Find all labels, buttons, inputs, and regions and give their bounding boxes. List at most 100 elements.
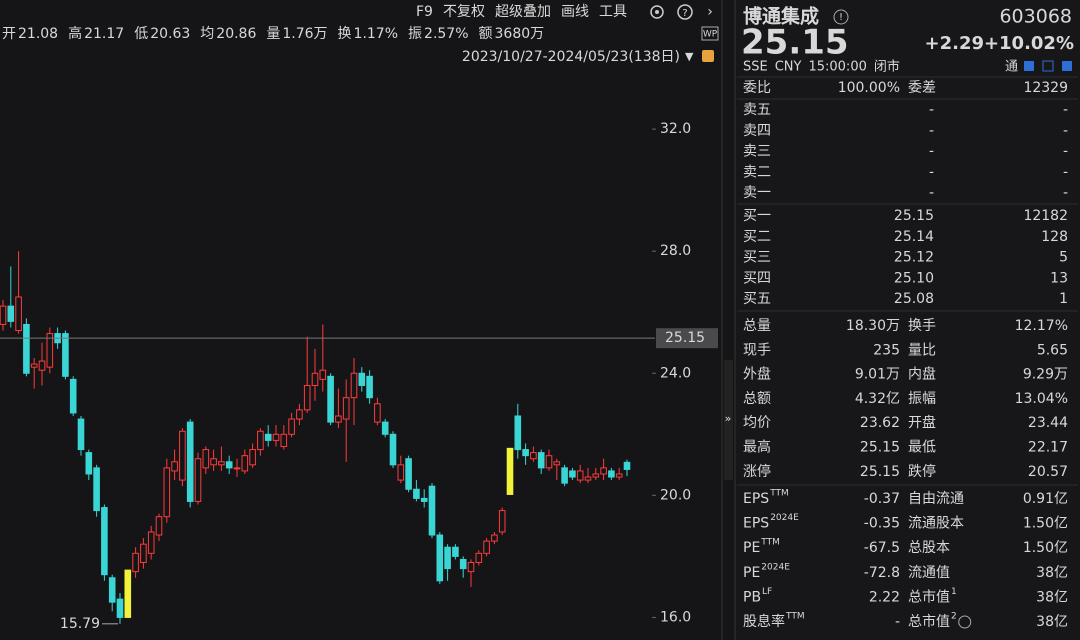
next-icon[interactable]: › — [707, 4, 713, 20]
help-icon[interactable]: ? — [677, 4, 693, 20]
y-tick-label: 32.0 — [660, 121, 691, 137]
book-price: - — [929, 102, 934, 118]
tool-icon[interactable] — [1024, 61, 1034, 71]
quote-label: 额 — [479, 26, 493, 42]
candle-body — [514, 415, 522, 451]
candle-body — [30, 363, 38, 368]
candle-body — [0, 305, 7, 325]
quote-value: 20.63 — [150, 26, 190, 42]
candle-body — [491, 534, 498, 542]
candle-body — [264, 433, 272, 441]
candle-body — [506, 447, 514, 495]
candle-body — [553, 461, 561, 466]
candle-body — [15, 296, 22, 332]
book-label: 卖一 — [743, 185, 771, 201]
badge-text: WP — [703, 30, 718, 40]
book-price: - — [929, 123, 934, 139]
stat-value: 22.17 — [1028, 440, 1068, 456]
candle-body — [218, 461, 225, 466]
candle-body — [233, 467, 241, 470]
candle-body — [132, 552, 139, 573]
quote-panel — [735, 0, 1080, 640]
candle-body — [140, 543, 147, 563]
candle-body — [428, 485, 436, 536]
fund-label: PB — [743, 589, 761, 605]
book-volume: - — [1063, 164, 1068, 180]
toolbar-button[interactable]: F9 — [416, 4, 433, 20]
fund-value: -0.37 — [864, 491, 900, 507]
candle-body — [186, 421, 194, 502]
quote-value: 1.76万 — [282, 26, 327, 42]
book-label: 买三 — [743, 250, 771, 266]
fund-label: 总市值 — [908, 613, 950, 630]
fund-label-sup: TTM — [769, 489, 789, 499]
toolbar-button[interactable]: 不复权 — [443, 3, 485, 20]
fund-label: 自由流通 — [908, 491, 964, 507]
candle-body — [592, 473, 600, 478]
book-label: 卖四 — [743, 123, 771, 139]
stat-label: 量比 — [908, 342, 936, 358]
candle-body — [327, 375, 334, 423]
collapse-arrow[interactable]: » — [725, 412, 732, 425]
date-range: 2023/10/27-2024/05/23(138日) — [462, 49, 680, 65]
candle-body — [311, 372, 319, 386]
collapse-handle[interactable] — [724, 360, 733, 480]
market-info: SSE — [743, 60, 768, 75]
book-volume: 1 — [1059, 291, 1068, 307]
fund-value: 38亿 — [1036, 614, 1068, 630]
stat-label: 内盘 — [908, 366, 936, 383]
book-volume: - — [1063, 123, 1068, 139]
candle-body — [342, 397, 350, 420]
candle-body — [77, 418, 85, 451]
quote-label: 量 — [266, 26, 280, 42]
book-label: 买五 — [743, 291, 771, 307]
candle-body — [101, 507, 108, 576]
fund-label: 流通值 — [908, 565, 950, 581]
candle-body — [381, 421, 389, 435]
candle-body — [569, 470, 576, 478]
stat-value: 4.32亿 — [855, 391, 900, 407]
candle-body — [194, 458, 202, 502]
stat-label: 外盘 — [743, 366, 771, 383]
last-price-box — [656, 328, 718, 349]
candle-body — [452, 546, 459, 557]
candle-body — [584, 476, 592, 481]
settings-icon[interactable] — [650, 5, 664, 19]
stat-label: 最高 — [743, 439, 771, 456]
row-label: 委差 — [908, 80, 936, 96]
quote-value: 21.08 — [18, 26, 58, 42]
fund-value: 2.22 — [869, 589, 900, 605]
book-label: 买四 — [743, 270, 771, 286]
quote-value: 3680万 — [495, 26, 545, 42]
toolbar-button[interactable]: 画线 — [561, 4, 589, 20]
book-volume: - — [1063, 185, 1068, 201]
toolbar-button[interactable]: 工具 — [599, 4, 627, 20]
candle-body — [537, 452, 545, 469]
quote-value: 1.17% — [354, 26, 398, 42]
tool-icon[interactable] — [1062, 61, 1072, 71]
toolbar-button[interactable]: 超级叠加 — [495, 4, 551, 20]
fund-label: 股息率 — [743, 613, 785, 630]
tool-icon[interactable] — [1042, 60, 1054, 72]
candle-body — [475, 552, 483, 563]
book-price: - — [929, 164, 934, 180]
fund-value: - — [895, 614, 900, 630]
fund-value: 38亿 — [1036, 565, 1068, 581]
y-tick-label: 16.0 — [660, 609, 691, 625]
dropdown-icon[interactable]: ▼ — [685, 50, 694, 63]
candle-body — [210, 458, 217, 466]
stat-value: 13.04% — [1015, 391, 1068, 407]
candle-body — [155, 516, 163, 536]
candle-body — [397, 464, 405, 481]
quote-value: 2.57% — [424, 26, 468, 42]
quote-label: 振 — [408, 26, 422, 42]
candle-body — [46, 333, 54, 368]
candle-body — [608, 470, 615, 478]
candle-body — [62, 333, 69, 377]
quote-label: 均 — [200, 26, 214, 42]
info-icon[interactable]: ! — [833, 9, 849, 25]
fund-value: -67.5 — [864, 540, 900, 556]
book-price: 25.08 — [894, 291, 934, 307]
fund-label-sup: 1 — [951, 587, 957, 597]
lock-icon[interactable] — [702, 50, 714, 62]
